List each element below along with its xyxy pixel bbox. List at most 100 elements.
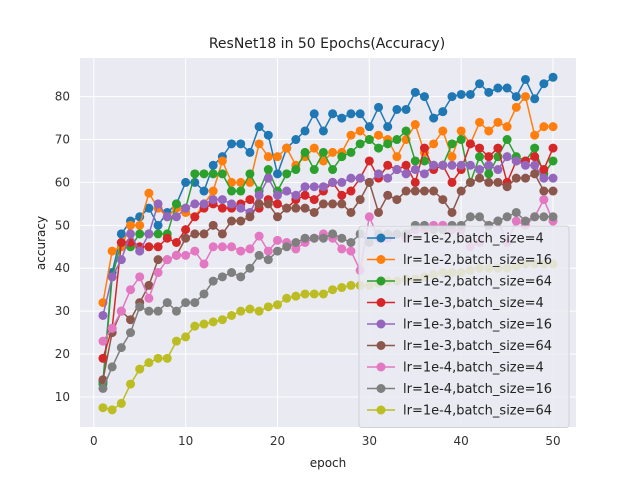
legend-swatch-marker [376, 319, 386, 329]
data-point [438, 195, 448, 205]
data-point [126, 285, 136, 295]
data-point [548, 72, 558, 82]
data-point [328, 199, 338, 209]
data-point [346, 109, 356, 119]
data-point [263, 165, 273, 175]
data-point [337, 244, 347, 254]
data-point [392, 152, 402, 162]
data-point [236, 203, 246, 213]
x-tick-labels: 0 10 20 30 40 50 [90, 434, 561, 448]
data-point [511, 156, 521, 166]
data-point [539, 195, 549, 205]
data-point [116, 343, 126, 353]
data-point [291, 135, 301, 145]
data-point [116, 398, 126, 408]
legend-label: lr=1e-3,batch_size=4 [403, 296, 544, 311]
data-point [245, 147, 255, 157]
data-point [475, 79, 485, 89]
legend-label: lr=1e-3,batch_size=16 [403, 318, 552, 333]
legend-item: lr=1e-2,batch_size=16 [367, 253, 552, 268]
data-point [300, 233, 310, 243]
data-point [309, 143, 319, 153]
data-point [548, 143, 558, 153]
legend-item: lr=1e-3,batch_size=4 [367, 296, 544, 311]
data-point [548, 173, 558, 183]
legend-label: lr=1e-4,batch_size=4 [403, 361, 544, 376]
data-point [520, 160, 530, 170]
data-point [410, 177, 420, 187]
data-point [383, 122, 393, 132]
legend-label: lr=1e-4,batch_size=64 [403, 404, 552, 419]
data-point [447, 207, 457, 217]
data-point [181, 225, 191, 235]
data-point [530, 94, 540, 104]
data-point [153, 306, 163, 316]
data-point [355, 173, 365, 183]
data-point [346, 130, 356, 140]
legend-box [358, 225, 570, 428]
data-point [291, 244, 301, 254]
data-point [300, 289, 310, 299]
data-point [217, 272, 227, 282]
data-point [328, 147, 338, 157]
data-point [282, 186, 292, 196]
data-point [300, 190, 310, 200]
data-point [539, 212, 549, 222]
data-point [539, 122, 549, 132]
data-point [383, 139, 393, 149]
data-point [263, 255, 273, 265]
data-point [144, 306, 154, 316]
data-point [208, 195, 218, 205]
data-point [263, 152, 273, 162]
data-point [98, 383, 108, 393]
data-point [190, 298, 200, 308]
data-point [135, 302, 145, 312]
legend-swatch-marker [376, 384, 386, 393]
data-point [328, 165, 338, 175]
data-point [447, 160, 457, 170]
data-point [493, 117, 503, 127]
data-point [465, 89, 475, 99]
data-point [227, 199, 237, 209]
legend-label: lr=1e-2,batch_size=64 [403, 275, 552, 290]
data-point [236, 186, 246, 196]
data-point [263, 173, 273, 183]
data-point [465, 177, 475, 187]
data-point [328, 285, 338, 295]
data-point [217, 203, 227, 213]
data-point [475, 152, 485, 162]
data-point [475, 117, 485, 127]
data-point [502, 135, 512, 145]
data-point [364, 177, 374, 187]
data-point [208, 186, 218, 196]
data-point [291, 238, 301, 247]
data-point [181, 233, 191, 243]
data-point [217, 169, 227, 179]
data-point [520, 92, 530, 102]
data-point [227, 310, 237, 320]
data-point [548, 122, 558, 132]
data-point [401, 160, 411, 170]
data-point [144, 358, 154, 368]
data-point [153, 268, 163, 278]
data-point [153, 229, 163, 239]
data-point [98, 336, 108, 346]
data-point [217, 156, 227, 166]
y-tick-label: 20 [55, 347, 70, 361]
data-point [98, 353, 108, 363]
data-point [309, 165, 319, 175]
data-point [419, 169, 429, 179]
data-point [502, 182, 512, 192]
data-point [475, 173, 485, 183]
data-point [520, 216, 530, 226]
legend-swatch-marker [376, 298, 386, 307]
data-point [190, 321, 200, 331]
data-point [291, 291, 301, 301]
data-point [374, 207, 384, 217]
data-point [520, 74, 530, 84]
data-point [429, 160, 439, 170]
data-point [493, 83, 503, 93]
data-point [484, 169, 494, 179]
data-point [245, 304, 255, 314]
y-tick-label: 10 [55, 390, 70, 404]
